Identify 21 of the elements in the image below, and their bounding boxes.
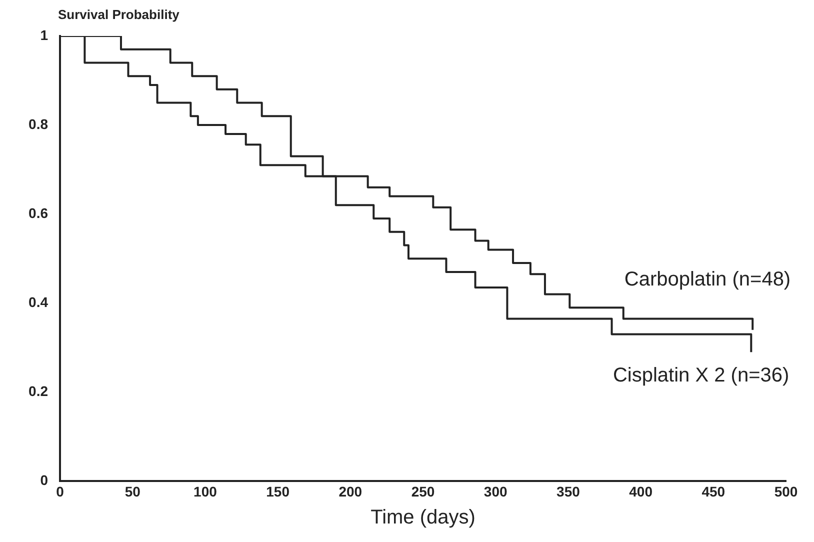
- y-tick-label: 1: [40, 26, 48, 43]
- x-tick-label: 400: [629, 483, 653, 500]
- y-tick-label: 0.8: [28, 116, 48, 132]
- y-tick-label: 0.4: [28, 294, 48, 310]
- x-tick-label: 150: [266, 483, 290, 500]
- series-label: Carboplatin (n=48): [624, 268, 791, 290]
- y-axis-title: Survival Probability: [58, 7, 180, 22]
- x-tick-label: 50: [124, 483, 141, 500]
- x-tick-label: 350: [556, 483, 580, 500]
- x-axis-title: Time (days): [370, 506, 476, 529]
- x-tick-label: 0: [56, 483, 64, 500]
- x-tick-label: 250: [411, 483, 435, 500]
- y-tick-label: 0.6: [28, 204, 48, 221]
- y-tick-label: 0.2: [28, 383, 48, 400]
- x-tick-label: 450: [702, 483, 726, 500]
- x-tick-label: 300: [484, 483, 508, 500]
- series-label: Cisplatin X 2 (n=36): [612, 364, 790, 387]
- y-tick-label: 0: [40, 472, 48, 488]
- x-tick-label: 200: [338, 483, 362, 500]
- x-tick-label: 100: [194, 483, 218, 500]
- x-tick-label: 500: [774, 483, 798, 500]
